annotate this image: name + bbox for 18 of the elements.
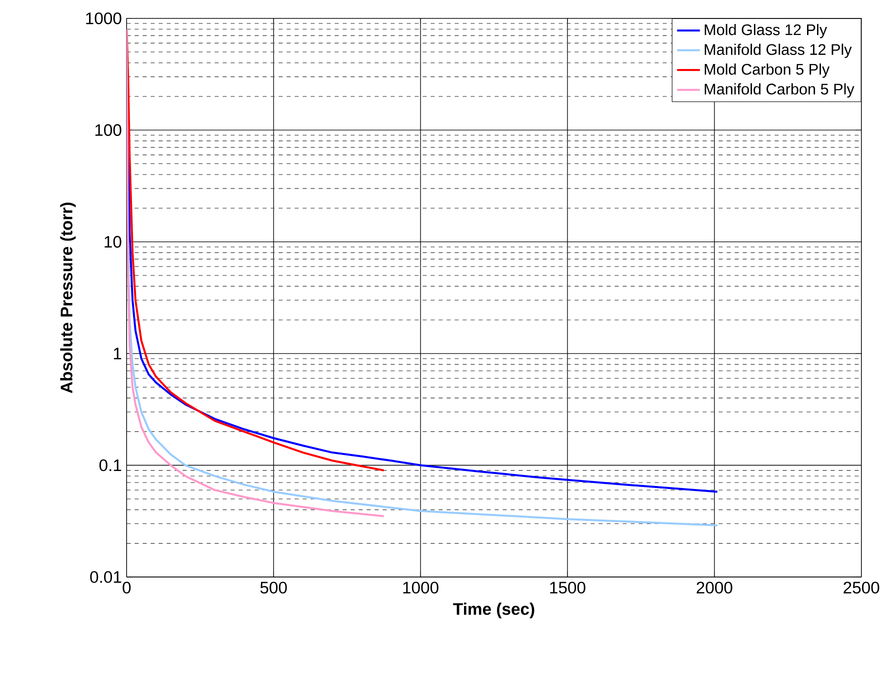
y-tick-label: 100 bbox=[95, 124, 122, 136]
x-tick-label: 0 bbox=[122, 582, 131, 594]
x-tick-label: 500 bbox=[260, 582, 287, 594]
legend-label: Mold Glass 12 Ply bbox=[704, 24, 828, 38]
legend-label: Manifold Carbon 5 Ply bbox=[704, 83, 854, 98]
y-tick-label: 1 bbox=[114, 348, 122, 360]
x-tick-label: 2000 bbox=[696, 582, 732, 594]
x-axis-title: Time (sec) bbox=[453, 602, 534, 618]
y-tick-label: 10 bbox=[104, 236, 122, 248]
y-axis-title: Absolute Pressure (torr) bbox=[60, 202, 76, 394]
x-tick-label: 1500 bbox=[550, 582, 586, 594]
x-tick-label: 2500 bbox=[844, 582, 880, 594]
y-tick-label: 0.1 bbox=[99, 459, 122, 472]
y-tick-label: 1000 bbox=[86, 12, 122, 24]
y-tick-label: 0.01 bbox=[90, 571, 122, 583]
legend-label: Manifold Glass 12 Ply bbox=[704, 44, 852, 58]
legend-label: Mold Carbon 5 Ply bbox=[704, 63, 830, 78]
x-tick-label: 1000 bbox=[403, 582, 438, 594]
